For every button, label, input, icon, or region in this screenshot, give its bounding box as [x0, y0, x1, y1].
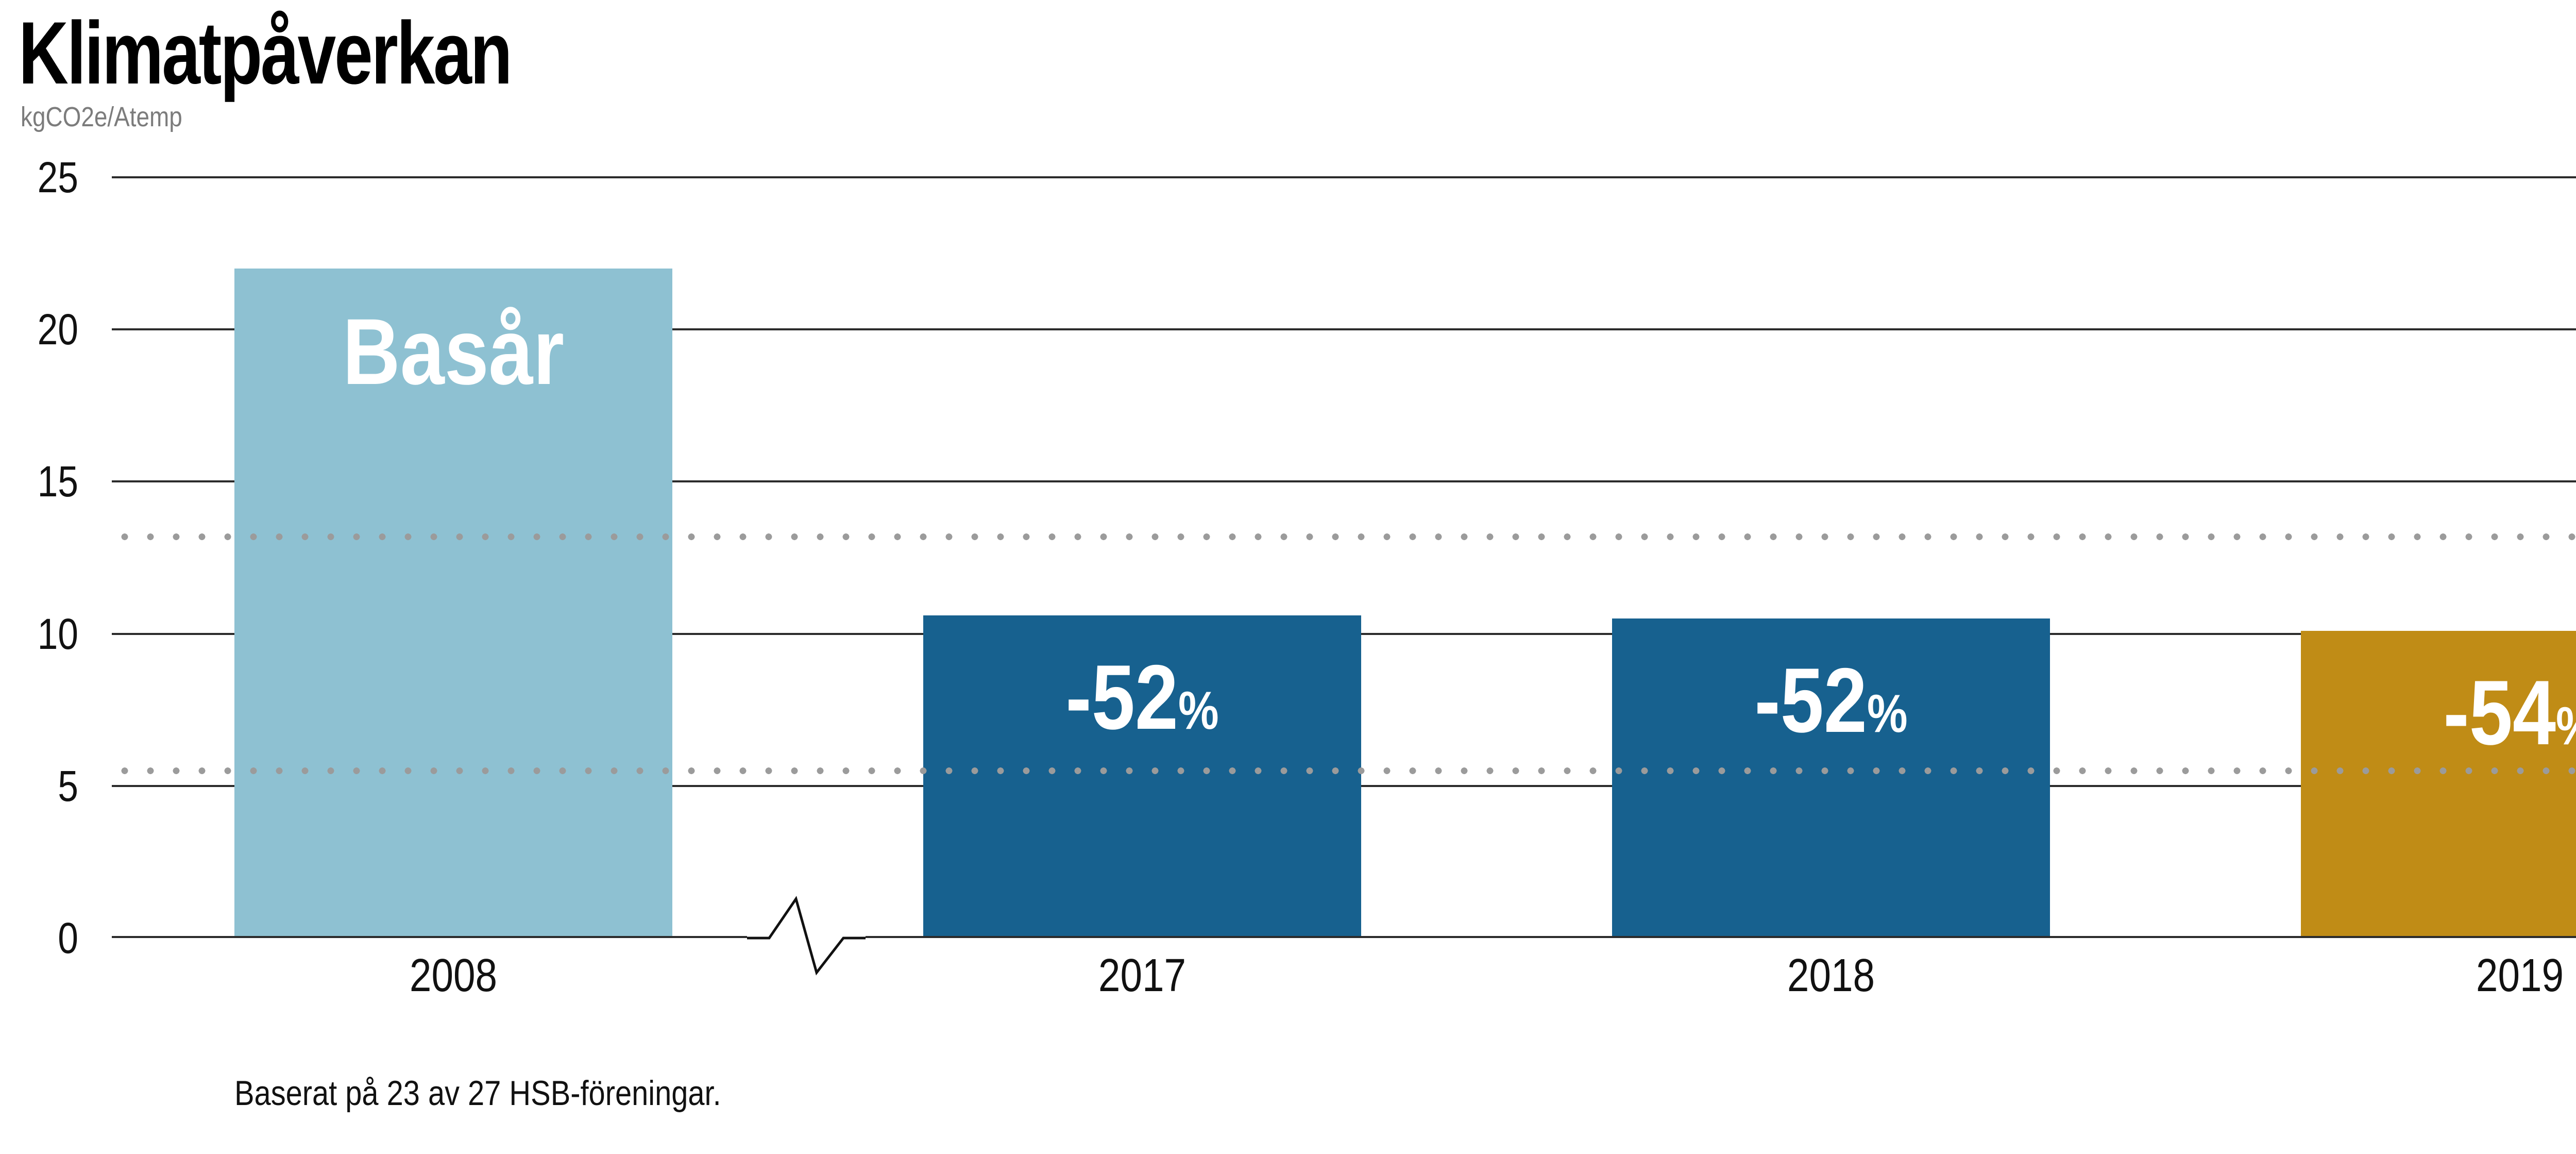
gridline-20 — [112, 328, 2576, 331]
plot-area: Basår-52%-52%-54% — [112, 176, 2576, 938]
bar-value-number: -52 — [1065, 646, 1179, 749]
bar-base-year-label: Basår — [342, 299, 565, 405]
axis-break-icon — [747, 887, 866, 979]
bar-2008: Basår — [234, 269, 672, 936]
x-tick-label: 2017 — [1098, 950, 1187, 1001]
y-tick-label: 20 — [37, 305, 78, 354]
bar-2018: -52% — [1612, 618, 2050, 936]
target-line — [112, 767, 2576, 775]
x-tick-label: 2018 — [1787, 950, 1875, 1001]
gridline-25 — [112, 176, 2576, 178]
bar-2017: -52% — [923, 615, 1361, 936]
x-tick-label: 2008 — [409, 950, 498, 1001]
x-axis: 2008 2017 2018 2019 — [0, 949, 2576, 1016]
target-line — [112, 533, 2576, 540]
y-axis: 0 5 10 15 20 25 — [0, 153, 78, 962]
y-tick-label: 25 — [37, 153, 78, 202]
percent-sign: % — [1178, 681, 1219, 741]
bar-value-label: -52% — [1645, 655, 2018, 746]
y-tick-label: 15 — [37, 457, 78, 506]
footnote: Baserat på 23 av 27 HSB-föreningar. — [234, 1074, 721, 1113]
percent-sign: % — [1867, 684, 1908, 744]
y-tick-label: 0 — [58, 914, 78, 962]
unit-label: kgCO2e/Atemp — [21, 102, 182, 132]
y-tick-label: 5 — [58, 761, 78, 810]
chart-title: Klimatpåverkan — [19, 4, 513, 103]
bar-2019: -54% — [2301, 630, 2576, 936]
gridline-0 — [112, 936, 2576, 938]
bar-value-number: -54 — [2443, 661, 2556, 764]
bar-value-label: -54% — [2334, 666, 2576, 759]
gridline-15 — [112, 480, 2576, 483]
bar-value-number: -52 — [1754, 649, 1868, 752]
bar-value-label: -52% — [956, 651, 1329, 743]
y-tick-label: 10 — [37, 609, 78, 658]
x-tick-label: 2019 — [2476, 950, 2564, 1001]
percent-sign: % — [2556, 696, 2576, 756]
